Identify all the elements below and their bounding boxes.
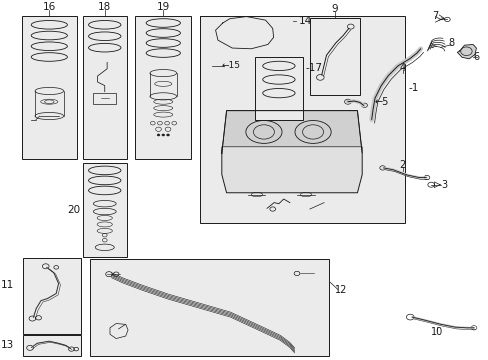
Text: 12: 12 xyxy=(334,284,346,294)
Text: 2: 2 xyxy=(399,161,405,170)
Text: 7: 7 xyxy=(431,11,437,21)
FancyBboxPatch shape xyxy=(200,16,404,223)
FancyBboxPatch shape xyxy=(90,259,328,356)
FancyBboxPatch shape xyxy=(82,16,126,159)
Text: 10: 10 xyxy=(430,328,443,337)
Text: 4: 4 xyxy=(399,63,405,73)
FancyBboxPatch shape xyxy=(23,335,81,356)
Text: 14: 14 xyxy=(298,16,311,26)
Text: 16: 16 xyxy=(42,2,56,12)
Circle shape xyxy=(166,134,169,136)
Polygon shape xyxy=(222,111,362,153)
Text: -17: -17 xyxy=(305,63,322,73)
Text: 18: 18 xyxy=(98,2,111,12)
Text: 11: 11 xyxy=(1,280,14,290)
FancyBboxPatch shape xyxy=(200,16,293,78)
FancyBboxPatch shape xyxy=(82,162,126,257)
Text: 6: 6 xyxy=(473,52,479,62)
Polygon shape xyxy=(215,17,273,49)
Text: -1: -1 xyxy=(408,84,418,94)
Text: ←15: ←15 xyxy=(222,62,240,71)
Circle shape xyxy=(162,134,164,136)
Text: 19: 19 xyxy=(156,2,169,12)
Polygon shape xyxy=(456,45,475,59)
FancyBboxPatch shape xyxy=(22,16,77,159)
Circle shape xyxy=(157,134,160,136)
Polygon shape xyxy=(222,111,362,193)
Text: 13: 13 xyxy=(1,340,14,350)
Text: 8: 8 xyxy=(447,38,453,48)
Text: ←5: ←5 xyxy=(373,97,387,107)
FancyBboxPatch shape xyxy=(135,16,191,159)
Text: 20: 20 xyxy=(68,205,81,215)
Text: 9: 9 xyxy=(331,4,338,14)
FancyBboxPatch shape xyxy=(255,57,302,120)
FancyBboxPatch shape xyxy=(23,258,81,334)
Text: 3: 3 xyxy=(441,180,447,190)
FancyBboxPatch shape xyxy=(309,18,359,95)
